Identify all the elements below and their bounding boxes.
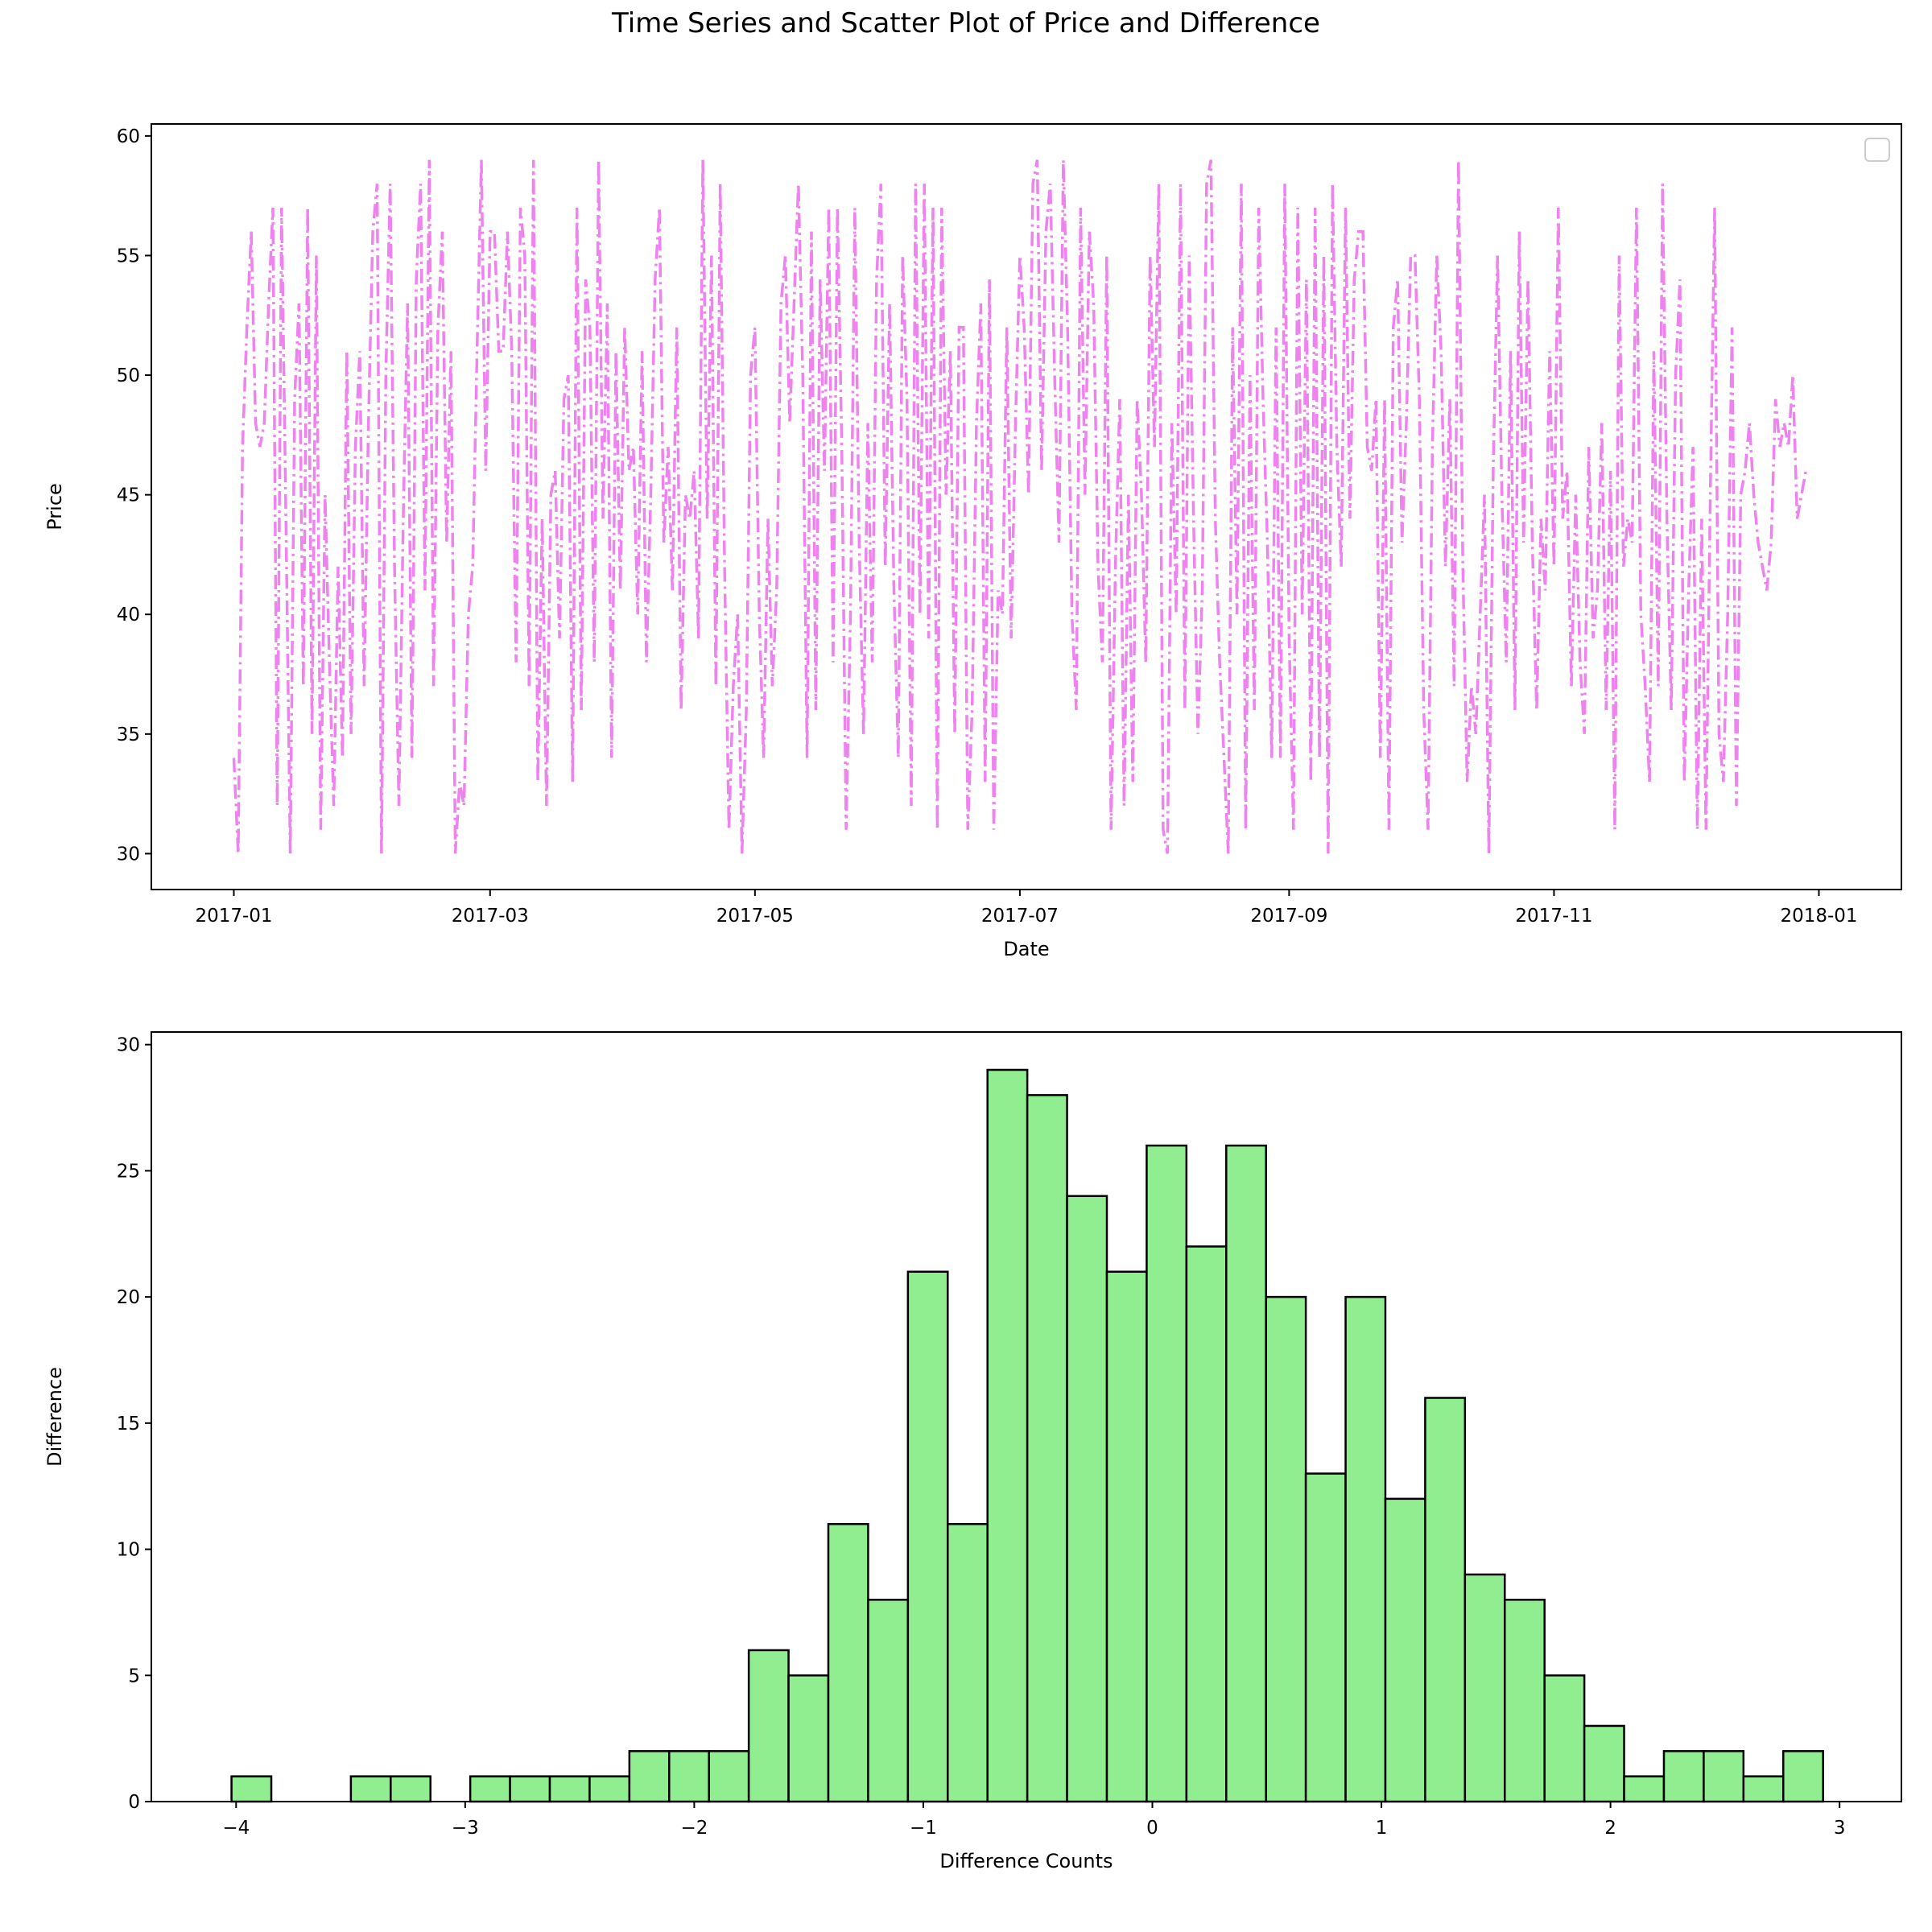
histogram-bar [1146, 1144, 1188, 1803]
y-tick-label: 15 [117, 1414, 140, 1435]
x-tick-label: 3 [1834, 1818, 1846, 1839]
histogram-bar [230, 1775, 273, 1803]
histogram-bar [906, 1270, 949, 1803]
y-tick-label: 5 [128, 1666, 140, 1686]
histogram-bar [1703, 1750, 1745, 1803]
histogram-bar [390, 1775, 431, 1803]
histogram-bar [1066, 1195, 1108, 1803]
legend-box [1864, 138, 1890, 162]
histogram-bar [1225, 1144, 1267, 1803]
histogram-bar [1344, 1295, 1387, 1803]
histogram-bar [1026, 1094, 1068, 1803]
y-tick-label: 25 [117, 1161, 140, 1182]
x-tick-label: 2017-07 [981, 906, 1059, 927]
y-tick-label: 40 [117, 605, 140, 625]
y-tick-label: 55 [117, 246, 140, 266]
x-tick-label: −4 [222, 1818, 250, 1839]
histogram-bar [668, 1750, 710, 1803]
histogram-bar [349, 1775, 392, 1803]
y-tick-label: 0 [128, 1792, 140, 1813]
y-tick-label: 20 [117, 1287, 140, 1308]
histogram-bar [708, 1750, 750, 1803]
histogram-bar [1662, 1750, 1705, 1803]
histogram-bar [548, 1775, 591, 1803]
x-tick-label: −1 [910, 1818, 937, 1839]
histogram-axes: 0 5 10 15 20 25 30 −4 −3 −2 −1 0 1 2 3 Difference Count… [43, 1031, 1902, 1872]
y-axis-label: Difference [43, 1367, 66, 1467]
y-tick-label: 10 [117, 1540, 140, 1561]
histogram-bar [1265, 1295, 1307, 1803]
x-axis-label: Difference Counts [939, 1850, 1113, 1872]
y-tick-label: 30 [117, 844, 140, 865]
x-tick-label: 2017-05 [716, 906, 794, 927]
time-series-axes: 30 35 40 45 50 55 60 2017-01 2017-03 2017-05 2017-… [43, 123, 1902, 960]
x-axis-label: Date [1003, 938, 1049, 960]
price-line [232, 159, 1808, 854]
histogram-bar [1742, 1775, 1785, 1803]
histogram-bar [1384, 1497, 1426, 1803]
histogram-bar [628, 1750, 671, 1803]
y-axis-label: Price [43, 483, 66, 530]
x-tick-label: −3 [452, 1818, 479, 1839]
x-tick-label: 0 [1146, 1818, 1158, 1839]
histogram-bar [1583, 1724, 1625, 1803]
histogram-bar [1304, 1472, 1347, 1803]
histogram-bar [509, 1775, 551, 1803]
histogram-bar [588, 1775, 631, 1803]
histogram-bar [787, 1674, 830, 1803]
x-tick-label: 1 [1376, 1818, 1388, 1839]
histogram-bar [1105, 1270, 1148, 1803]
histogram-bar [747, 1649, 790, 1803]
histogram-bar [1185, 1245, 1228, 1803]
x-tick-label: 2017-01 [195, 906, 272, 927]
histogram-bar [1623, 1775, 1666, 1803]
histogram-bar [947, 1522, 989, 1803]
y-tick-label: 30 [117, 1035, 140, 1056]
x-tick-label: 2018-01 [1780, 906, 1857, 927]
figure-title: Time Series and Scatter Plot of Price an… [611, 7, 1320, 39]
histogram-bar [827, 1522, 869, 1803]
y-tick-label: 60 [117, 126, 140, 147]
plot-frame [151, 1031, 1902, 1802]
histogram-bar [1504, 1598, 1546, 1803]
histogram-bar [867, 1598, 910, 1803]
x-tick-label: 2017-09 [1250, 906, 1327, 927]
histogram-bar [469, 1775, 511, 1803]
histogram-bar [1463, 1573, 1506, 1803]
x-tick-label: −2 [680, 1818, 708, 1839]
y-tick-label: 45 [117, 485, 140, 506]
histogram-bar [1543, 1674, 1586, 1803]
x-tick-label: 2017-11 [1515, 906, 1592, 927]
plot-frame [151, 123, 1902, 890]
y-tick-label: 35 [117, 724, 140, 745]
histogram-bar [1782, 1750, 1824, 1803]
histogram-bar [1424, 1397, 1467, 1803]
y-tick-label: 50 [117, 365, 140, 386]
histogram-bar [986, 1068, 1029, 1803]
x-tick-label: 2017-03 [452, 906, 529, 927]
x-tick-label: 2 [1604, 1818, 1616, 1839]
